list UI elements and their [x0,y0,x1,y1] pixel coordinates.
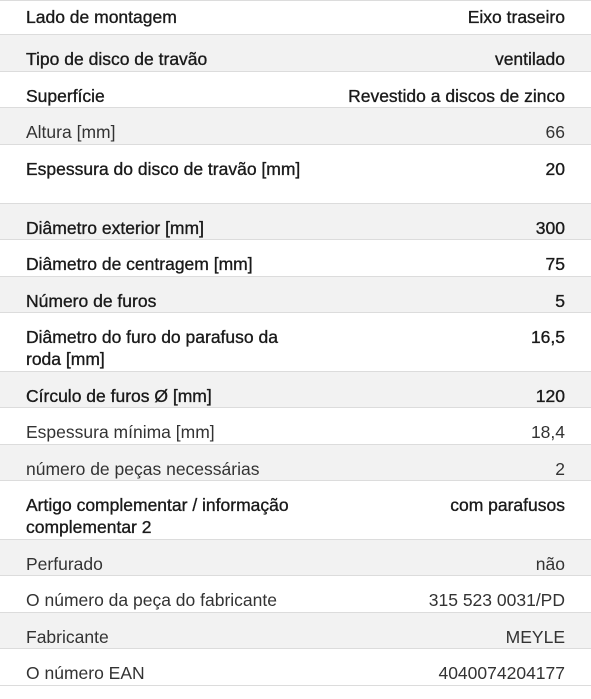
spec-row-height: Altura [mm] 66 [0,108,591,145]
spec-row-bolt-hole-diameter: Diâmetro do furo do parafuso da roda [mm… [0,313,591,372]
spec-label: Lado de montagem [26,7,177,27]
spec-value: 66 [545,122,565,142]
spec-row-min-thickness: Espessura mínima [mm] 18,4 [0,408,591,445]
spec-label: Diâmetro exterior [mm] [26,218,204,238]
spec-value: ventilado [494,49,565,69]
spec-label: Superfície [26,86,105,106]
spec-row-complementary-article: Artigo complementar / informação complem… [0,481,591,540]
spec-row-outer-diameter: Diâmetro exterior [mm] 300 [0,204,591,240]
spec-value: Revestido a discos de zinco [348,86,565,106]
spec-label: Altura [mm] [26,122,116,142]
spec-value: 2 [555,459,565,479]
spec-row-disc-thickness: Espessura do disco de travão [mm] 20 [0,145,591,204]
spec-value: 5 [555,291,565,311]
spec-row-perforated: Perfurado não [0,540,591,576]
spec-label: Diâmetro do furo do parafuso da roda [mm… [26,327,278,369]
spec-label: Diâmetro de centragem [mm] [26,254,253,274]
spec-label: Fabricante [26,627,109,647]
spec-row-surface: Superfície Revestido a discos de zinco [0,72,591,108]
spec-row-hole-count: Número de furos 5 [0,277,591,313]
spec-label: número de peças necessárias [26,459,260,479]
spec-value: 4040074204177 [438,663,565,683]
spec-value: 120 [535,386,566,406]
spec-value: 18,4 [530,422,565,442]
spec-value: MEYLE [505,627,565,647]
spec-label: Artigo complementar / informação complem… [26,495,289,537]
spec-value: com parafusos [450,495,565,515]
spec-value: 315 523 0031/PD [428,590,565,610]
spec-label: Espessura do disco de travão [mm] [26,159,301,179]
spec-label: Espessura mínima [mm] [26,422,215,442]
spec-row-ean-number: O número EAN 4040074204177 [0,649,591,686]
spec-row-pieces-required: número de peças necessárias 2 [0,445,591,481]
spec-label: Tipo de disco de travão [26,49,208,69]
spec-value: 16,5 [530,327,565,347]
spec-label: Perfurado [26,554,103,574]
spec-value: não [535,554,565,574]
spec-row-centering-diameter: Diâmetro de centragem [mm] 75 [0,240,591,277]
spec-label: Número de furos [26,291,157,311]
spec-label: Círculo de furos Ø [mm] [26,386,212,406]
spec-row-manufacturer-part-number: O número da peça do fabricante 315 523 0… [0,576,591,613]
spec-value: 75 [545,254,565,274]
spec-row-mounting-side: Lado de montagem Eixo traseiro [0,0,591,35]
spec-row-hole-circle: Círculo de furos Ø [mm] 120 [0,372,591,408]
spec-label: O número da peça do fabricante [26,590,277,610]
spec-row-disc-type: Tipo de disco de travão ventilado [0,35,591,72]
spec-row-manufacturer: Fabricante MEYLE [0,613,591,649]
spec-value: 20 [545,159,565,179]
spec-value: 300 [535,218,566,238]
spec-value: Eixo traseiro [467,7,566,27]
spec-label: O número EAN [26,663,145,683]
